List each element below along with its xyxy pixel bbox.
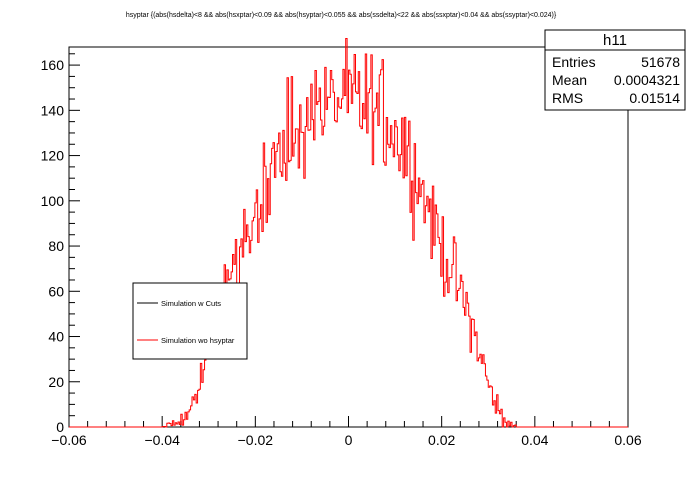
- legend-frame: [132, 282, 248, 360]
- legend: Simulation w Cuts Simulation wo hsyptar: [132, 282, 248, 360]
- series-layer: [69, 37, 628, 428]
- stats-box-frame: [544, 29, 686, 111]
- stats-mean-value: 0.0004321: [614, 72, 680, 88]
- chart-title: hsyptar {(abs(hsdelta)<8 && abs(hsxptar)…: [126, 12, 557, 19]
- stats-entries-value: 51678: [641, 54, 680, 70]
- stats-mean-label: Mean: [552, 72, 587, 88]
- series-line-2: [69, 37, 628, 428]
- stats-rms-value: 0.01514: [629, 90, 680, 106]
- stats-entries-label: Entries: [552, 54, 596, 70]
- y-tick-label: 40: [48, 329, 64, 345]
- y-tick-label: 20: [48, 374, 64, 390]
- stats-rms-label: RMS: [552, 90, 583, 106]
- x-tick-label: 0.02: [428, 432, 455, 448]
- stats-box: h11 Entries 51678 Mean 0.0004321 RMS 0.0…: [544, 29, 686, 111]
- x-tick-label: −0.02: [238, 432, 274, 448]
- x-tick-label: 0.06: [614, 432, 641, 448]
- stats-box-title: h11: [603, 32, 627, 49]
- x-tick-label: 0.04: [521, 432, 548, 448]
- legend-label-wo-hsyptar: Simulation wo hsyptar: [161, 336, 235, 345]
- y-tick-label: 0: [56, 419, 64, 435]
- legend-label-cuts: Simulation w Cuts: [161, 299, 221, 308]
- y-tick-label: 60: [48, 283, 64, 299]
- y-tick-label: 100: [41, 193, 65, 209]
- y-tick-label: 140: [41, 102, 65, 118]
- x-tick-label: −0.06: [51, 432, 87, 448]
- x-tick-label: −0.04: [144, 432, 180, 448]
- y-tick-label: 120: [41, 148, 65, 164]
- axes: −0.06 −0.04 −0.02 0 0.02 0.04 0.06 0 20 40 60 80 100…: [41, 53, 642, 448]
- x-tick-label: 0: [345, 432, 353, 448]
- y-tick-label: 160: [41, 57, 65, 73]
- y-tick-label: 80: [48, 238, 64, 254]
